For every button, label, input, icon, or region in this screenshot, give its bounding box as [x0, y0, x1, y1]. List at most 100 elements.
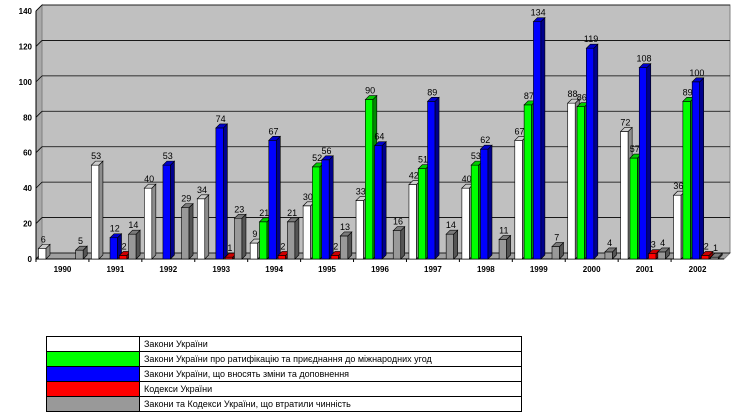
- bar: [90, 160, 104, 260]
- x-tick-label: 1999: [530, 265, 548, 274]
- legend-label: Закони та Кодекси України, що втратили ч…: [139, 396, 522, 412]
- bar: [710, 252, 724, 260]
- data-label: 53: [163, 151, 173, 161]
- bar-front: [312, 166, 321, 260]
- x-tick-label: 1995: [318, 265, 336, 274]
- data-label: 5: [78, 236, 83, 246]
- x-tick-label: 1998: [477, 265, 495, 274]
- bar-front: [144, 187, 153, 260]
- bar-front: [181, 207, 190, 260]
- bar-top: [392, 226, 406, 231]
- bar-top: [286, 217, 300, 223]
- data-label: 53: [471, 151, 481, 161]
- bar-front: [620, 131, 629, 260]
- data-label: 53: [91, 151, 101, 161]
- bar-top: [364, 95, 378, 100]
- bar-front: [215, 127, 224, 260]
- bar: [74, 245, 88, 260]
- data-label: 14: [128, 220, 138, 230]
- bar-side: [646, 62, 652, 260]
- bar: [215, 123, 229, 260]
- bar-front: [461, 187, 470, 260]
- x-tick-label: 1991: [106, 265, 124, 274]
- bar-front: [408, 184, 417, 260]
- legend-label: Закони України про ратифікацію та приєдн…: [139, 351, 522, 367]
- data-label: 42: [409, 171, 419, 181]
- bar-top: [162, 160, 176, 166]
- x-tick-label: 1990: [54, 265, 72, 274]
- bar-top: [339, 231, 353, 237]
- y-tick-label: 0: [28, 255, 33, 264]
- data-label: 1: [713, 243, 718, 253]
- data-label: 36: [673, 181, 683, 191]
- bar-side: [98, 160, 104, 260]
- bar-front: [75, 249, 84, 260]
- legend-entry: Закони України, що вносять зміни та допо…: [46, 366, 522, 382]
- bar-top: [37, 244, 51, 249]
- bar-front: [287, 221, 296, 260]
- bar-top: [127, 229, 141, 235]
- bar-top: [604, 247, 618, 253]
- bar: [657, 247, 671, 260]
- gridline-side: [35, 75, 43, 83]
- bar-front: [551, 246, 560, 260]
- bar-top: [320, 155, 334, 161]
- data-label: 21: [259, 208, 269, 218]
- data-label: 13: [340, 222, 350, 232]
- x-tick-label: 1993: [212, 265, 230, 274]
- data-label: 29: [181, 194, 191, 204]
- bar-front: [567, 102, 576, 260]
- bar: [498, 234, 512, 260]
- bar-front: [355, 200, 364, 260]
- bar: [532, 16, 546, 260]
- bar-side: [593, 43, 599, 260]
- data-label: 90: [365, 86, 375, 96]
- bar: [700, 250, 714, 260]
- data-label: 40: [144, 174, 154, 184]
- legend-swatch: [46, 336, 140, 352]
- bar-front: [268, 140, 277, 260]
- data-label: 2: [122, 241, 127, 251]
- bar-front: [638, 67, 648, 260]
- bar: [268, 135, 282, 260]
- data-label: 21: [287, 208, 297, 218]
- bar-front: [523, 104, 532, 260]
- bar: [426, 96, 440, 260]
- x-tick-label: 2001: [636, 265, 654, 274]
- bar-top: [233, 213, 247, 219]
- legend-entry: Закони та Кодекси України, що втратили ч…: [46, 396, 522, 412]
- bar-top: [268, 136, 282, 141]
- y-tick-label: 80: [23, 113, 32, 122]
- bar-side: [170, 160, 175, 260]
- data-label: 119: [584, 34, 598, 44]
- bar-top: [109, 233, 123, 239]
- bar-top: [426, 97, 440, 102]
- legend-label: Закони України, що вносять зміни та допо…: [139, 366, 522, 382]
- bar-front: [648, 253, 657, 260]
- bar-front: [657, 251, 666, 260]
- data-label: 4: [660, 238, 665, 248]
- legend-swatch: [46, 351, 140, 367]
- bar-front: [109, 237, 118, 260]
- bar-front: [682, 101, 691, 260]
- data-label: 100: [689, 68, 704, 78]
- data-label: 6: [41, 234, 46, 244]
- data-label: 4: [607, 238, 612, 248]
- legend-swatch: [46, 366, 140, 382]
- data-label: 64: [374, 132, 384, 142]
- data-label: 87: [524, 91, 534, 101]
- bar-front: [162, 164, 171, 260]
- bar-top: [479, 144, 493, 150]
- data-label: 3: [651, 240, 656, 250]
- bar: [233, 213, 247, 260]
- bar-side: [188, 202, 194, 260]
- data-label: 67: [515, 126, 525, 136]
- bar: [143, 183, 157, 260]
- bar-top: [532, 17, 546, 22]
- bar: [392, 225, 406, 260]
- data-label: 40: [462, 174, 472, 184]
- bar-top: [143, 183, 157, 189]
- bar-side: [434, 96, 440, 260]
- data-label: 16: [393, 217, 403, 227]
- x-tick-label: 1992: [159, 265, 177, 274]
